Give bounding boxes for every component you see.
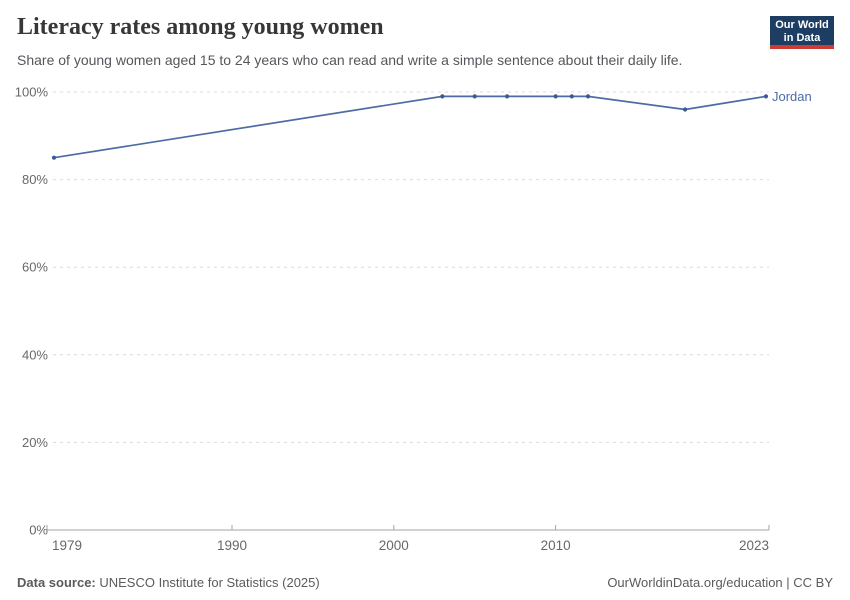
- data-line: [53, 95, 767, 159]
- data-source: Data source: UNESCO Institute for Statis…: [17, 575, 320, 590]
- x-tick-label: 2010: [541, 538, 571, 553]
- x-tick-label: 2023: [739, 538, 769, 553]
- x-tick-label: 1990: [217, 538, 247, 553]
- data-point: [472, 94, 477, 99]
- chart-title: Literacy rates among young women: [17, 14, 384, 40]
- owid-logo-line2: in Data: [783, 32, 821, 44]
- y-tick-label: 80%: [22, 172, 48, 187]
- entity-label: Jordan: [772, 89, 812, 104]
- x-tick-label: 2000: [379, 538, 409, 553]
- data-point: [553, 94, 558, 99]
- data-point: [51, 155, 57, 160]
- data-point: [682, 107, 688, 112]
- owid-logo: Our World in Data: [770, 16, 834, 49]
- y-tick-label: 60%: [22, 260, 48, 275]
- data-point: [569, 94, 574, 99]
- y-tick-label: 20%: [22, 435, 48, 450]
- data-source-value: UNESCO Institute for Statistics (2025): [95, 575, 320, 590]
- footer-attribution: OurWorldinData.org/education | CC BY: [607, 575, 833, 590]
- data-source-label: Data source:: [17, 575, 96, 590]
- owid-logo-line1: Our World: [775, 19, 829, 31]
- y-tick-label: 100%: [15, 85, 49, 100]
- chart-footer: Data source: UNESCO Institute for Statis…: [17, 575, 833, 590]
- data-point: [585, 94, 591, 99]
- data-point: [504, 94, 510, 99]
- chart-subtitle: Share of young women aged 15 to 24 years…: [17, 52, 683, 68]
- y-tick-label: 40%: [22, 347, 48, 362]
- x-tick-label: 1979: [52, 538, 82, 553]
- y-tick-label: 0%: [29, 523, 48, 538]
- data-point: [763, 94, 769, 99]
- data-point: [440, 94, 445, 99]
